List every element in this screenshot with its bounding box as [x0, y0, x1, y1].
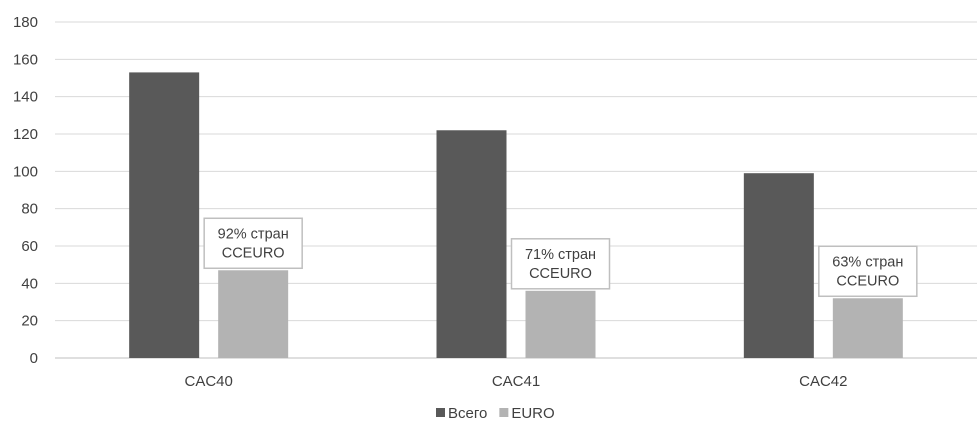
- bar-EURO-CAC42: [832, 298, 903, 358]
- annotation-text: CCEURO: [529, 266, 592, 282]
- y-tick-label: 80: [21, 201, 38, 218]
- bar-Всего-CAC40: [129, 72, 200, 359]
- annotations: 92% стран CCEURO 71% стран CCEURO 63% стран C…: [203, 217, 918, 298]
- y-tick-label: 160: [13, 51, 38, 68]
- annotation-text: 92% стран: [218, 226, 289, 242]
- annotation-text: 63% стран: [832, 254, 903, 270]
- y-tick-label: 120: [13, 126, 38, 143]
- annotation-text: CCEURO: [222, 245, 285, 261]
- y-tick-label: 180: [13, 14, 38, 31]
- y-tick-label: 0: [30, 350, 38, 367]
- legend-swatch: [436, 408, 445, 417]
- x-tick-label: CAC42: [799, 373, 847, 390]
- bar-Всего-CAC41: [436, 130, 507, 358]
- bar-Всего-CAC42: [743, 173, 814, 358]
- y-tick-label: 40: [21, 275, 38, 292]
- bar-EURO-CAC40: [218, 270, 289, 358]
- legend-label: Всего: [448, 405, 487, 422]
- annotation-box: [203, 217, 303, 270]
- y-tick-label: 140: [13, 89, 38, 106]
- x-tick-label: CAC41: [492, 373, 540, 390]
- legend-swatch: [499, 408, 509, 417]
- bar-EURO-CAC41: [525, 290, 596, 358]
- x-tick-label: CAC40: [184, 373, 232, 390]
- bars: [129, 72, 903, 359]
- legend-label: EURO: [511, 405, 554, 422]
- legend: Всего EURO: [436, 405, 555, 422]
- x-axis: CAC40 CAC41 CAC42: [184, 373, 847, 390]
- y-axis: 0 20 40 60 80 100 120 140 160 180: [13, 14, 38, 367]
- y-tick-label: 60: [21, 238, 38, 255]
- y-tick-label: 100: [13, 163, 38, 180]
- annotation-box: [818, 245, 918, 298]
- annotation-box: [510, 238, 611, 290]
- annotation-text: CCEURO: [836, 273, 899, 289]
- y-tick-label: 20: [21, 313, 38, 330]
- annotation-text: 71% стран: [525, 247, 596, 263]
